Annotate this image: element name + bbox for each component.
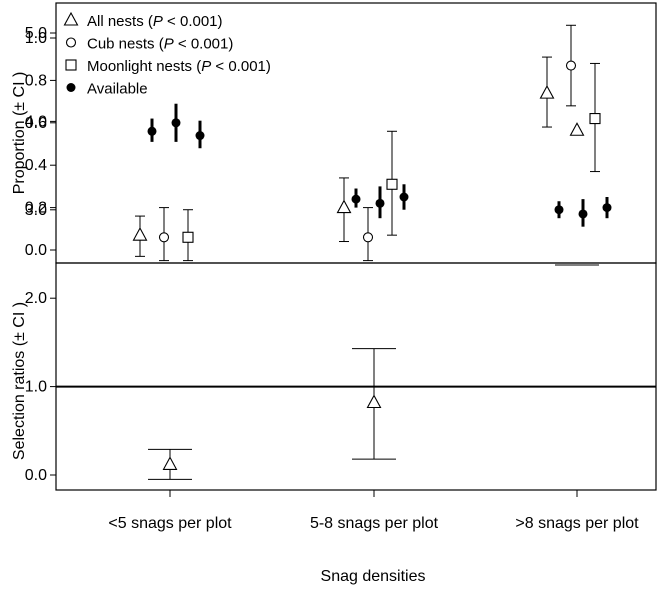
triangle-marker [63, 11, 79, 26]
triangle-marker [162, 456, 178, 470]
circle-marker [362, 232, 374, 243]
point-moonlight-nests [386, 130, 398, 236]
top-panel-marks [132, 24, 612, 262]
filled-circle-marker [602, 203, 612, 213]
triangle-marker [539, 84, 555, 99]
point-cub-nests [158, 207, 170, 262]
triangle-marker [366, 394, 382, 409]
bottom-panel-frame [55, 262, 657, 491]
circle-marker [565, 60, 577, 71]
filled-circle-marker [195, 131, 205, 141]
bottom-y-tick-label: 4.0 [25, 113, 47, 130]
filled-circle-marker [351, 194, 361, 204]
x-tick-label: 5-8 snags per plot [310, 515, 439, 532]
point-moonlight-nests [182, 209, 194, 262]
x-axis: <5 snags per plot 5-8 snags per plot >8 sn… [108, 490, 639, 532]
legend-label: All nests (P < 0.001) [87, 13, 223, 30]
triangle-marker [132, 227, 148, 241]
legend-label: Moonlight nests (P < 0.001) [87, 58, 271, 75]
point-available [602, 197, 612, 219]
point-all-nests [132, 215, 148, 257]
filled-circle-marker [171, 118, 181, 128]
selection-ratio-point [555, 122, 599, 266]
triangle-marker [336, 199, 352, 214]
x-tick-label: >8 snags per plot [515, 515, 639, 532]
selection-ratio-point [352, 348, 396, 460]
point-available [351, 188, 361, 208]
point-moonlight-nests [589, 62, 601, 173]
legend-entry: All nests (P < 0.001) [63, 11, 223, 30]
bottom-y-tick-label: 3.0 [25, 202, 47, 219]
square-marker [65, 59, 77, 71]
point-available [147, 118, 157, 142]
top-y-tick-label: 0.0 [25, 242, 47, 259]
top-y-tick-label: 0.4 [25, 157, 47, 174]
point-all-nests [336, 177, 352, 243]
bottom-y-tick-label: 0.0 [25, 467, 47, 484]
top-y-axis-title: Proportion (± CI ) [11, 72, 28, 195]
bottom-panel-marks [148, 122, 599, 480]
legend-label: Available [87, 81, 148, 98]
point-available [375, 186, 385, 219]
point-all-nests [539, 56, 555, 128]
filled-circle-marker [375, 198, 385, 208]
bottom-y-tick-label: 2.0 [25, 290, 47, 307]
square-marker [386, 178, 398, 190]
point-available [554, 201, 564, 219]
bottom-y-axis: 0.0 1.0 2.0 3.0 4.0 5.0 [25, 25, 56, 484]
square-marker [182, 231, 194, 243]
point-available [171, 103, 181, 142]
filled-circle-marker [554, 205, 564, 215]
legend-entry: Cub nests (P < 0.001) [65, 36, 233, 53]
x-tick-label: <5 snags per plot [108, 515, 232, 532]
filled-circle-marker [399, 192, 409, 202]
top-y-axis: 0.0 0.2 0.4 0.6 0.8 1.0 [25, 30, 56, 259]
legend-entry: Moonlight nests (P < 0.001) [65, 58, 271, 75]
circle-marker [158, 232, 170, 243]
legend-entry: Available [66, 81, 148, 98]
top-y-tick-label: 0.6 [25, 115, 47, 132]
point-available [399, 184, 409, 210]
filled-circle-marker [578, 209, 588, 219]
selection-ratio-point [148, 448, 192, 480]
point-available [578, 199, 588, 227]
bottom-y-tick-label: 5.0 [25, 25, 47, 42]
circle-marker [65, 37, 77, 48]
top-y-tick-label: 0.8 [25, 72, 47, 89]
filled-circle-marker [66, 83, 76, 92]
legend-label: Cub nests (P < 0.001) [87, 36, 233, 53]
top-y-tick-label: 0.2 [25, 200, 47, 217]
point-cub-nests [565, 24, 577, 107]
square-marker [589, 113, 601, 125]
x-axis-title: Snag densities [321, 568, 426, 585]
point-cub-nests [362, 207, 374, 262]
filled-circle-marker [147, 126, 157, 136]
bottom-y-axis-title: Selection ratios (± CI ) [11, 302, 28, 460]
top-y-tick-label: 1.0 [25, 30, 47, 47]
bottom-y-tick-label: 1.0 [25, 379, 47, 396]
triangle-marker [569, 122, 585, 136]
point-available [195, 120, 205, 149]
legend: All nests (P < 0.001) Cub nests (P < 0.00… [63, 11, 271, 98]
